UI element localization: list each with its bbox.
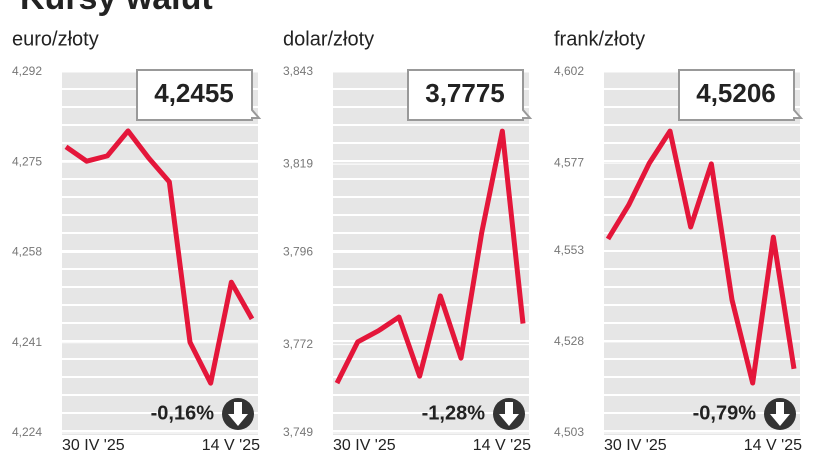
down-arrow — [499, 402, 519, 426]
y-tick-label: 4,258 — [12, 245, 42, 259]
x-tick-label: 14 V '25 — [473, 437, 531, 454]
y-tick-label: 4,275 — [12, 154, 42, 168]
y-tick-label: 4,241 — [12, 335, 42, 349]
change-label: -0,16% — [151, 402, 215, 424]
x-tick-label: 14 V '25 — [202, 437, 260, 454]
panel-title: frank/złoty — [554, 28, 645, 50]
change-label: -1,28% — [422, 402, 486, 424]
x-tick-label: 30 IV '25 — [62, 437, 125, 454]
callout-box — [678, 69, 804, 121]
down-arrow — [770, 402, 790, 426]
down-arrow — [228, 402, 248, 426]
line — [605, 128, 797, 386]
y-tick-label: 4,503 — [554, 425, 584, 439]
line — [334, 128, 526, 385]
page-title: Kursy walut — [20, 0, 213, 17]
last-value: 4,2455 — [154, 78, 234, 108]
y-tick-label: 3,819 — [283, 156, 313, 170]
callout-box — [407, 69, 533, 121]
plot-background — [604, 70, 800, 435]
y-tick-label: 3,749 — [283, 425, 313, 439]
panel-title: dolar/złoty — [283, 28, 374, 50]
y-tick-label: 4,224 — [12, 425, 42, 439]
last-value: 3,7775 — [425, 78, 505, 108]
panel-title: euro/złoty — [12, 28, 99, 50]
y-tick-label: 3,843 — [283, 64, 313, 78]
y-tick-label: 4,577 — [554, 155, 584, 169]
y-tick-label: 4,528 — [554, 334, 584, 348]
y-tick-label: 3,772 — [283, 337, 313, 351]
y-tick-label: 4,553 — [554, 243, 584, 257]
line — [64, 128, 255, 386]
last-value: 4,5206 — [696, 78, 776, 108]
callout-box — [136, 69, 262, 121]
y-tick-label: 3,796 — [283, 245, 313, 259]
y-tick-label: 4,292 — [12, 64, 42, 78]
x-tick-label: 14 V '25 — [744, 437, 802, 454]
x-tick-label: 30 IV '25 — [604, 437, 667, 454]
y-tick-label: 4,602 — [554, 64, 584, 78]
x-tick-label: 30 IV '25 — [333, 437, 396, 454]
change-label: -0,79% — [693, 402, 757, 424]
